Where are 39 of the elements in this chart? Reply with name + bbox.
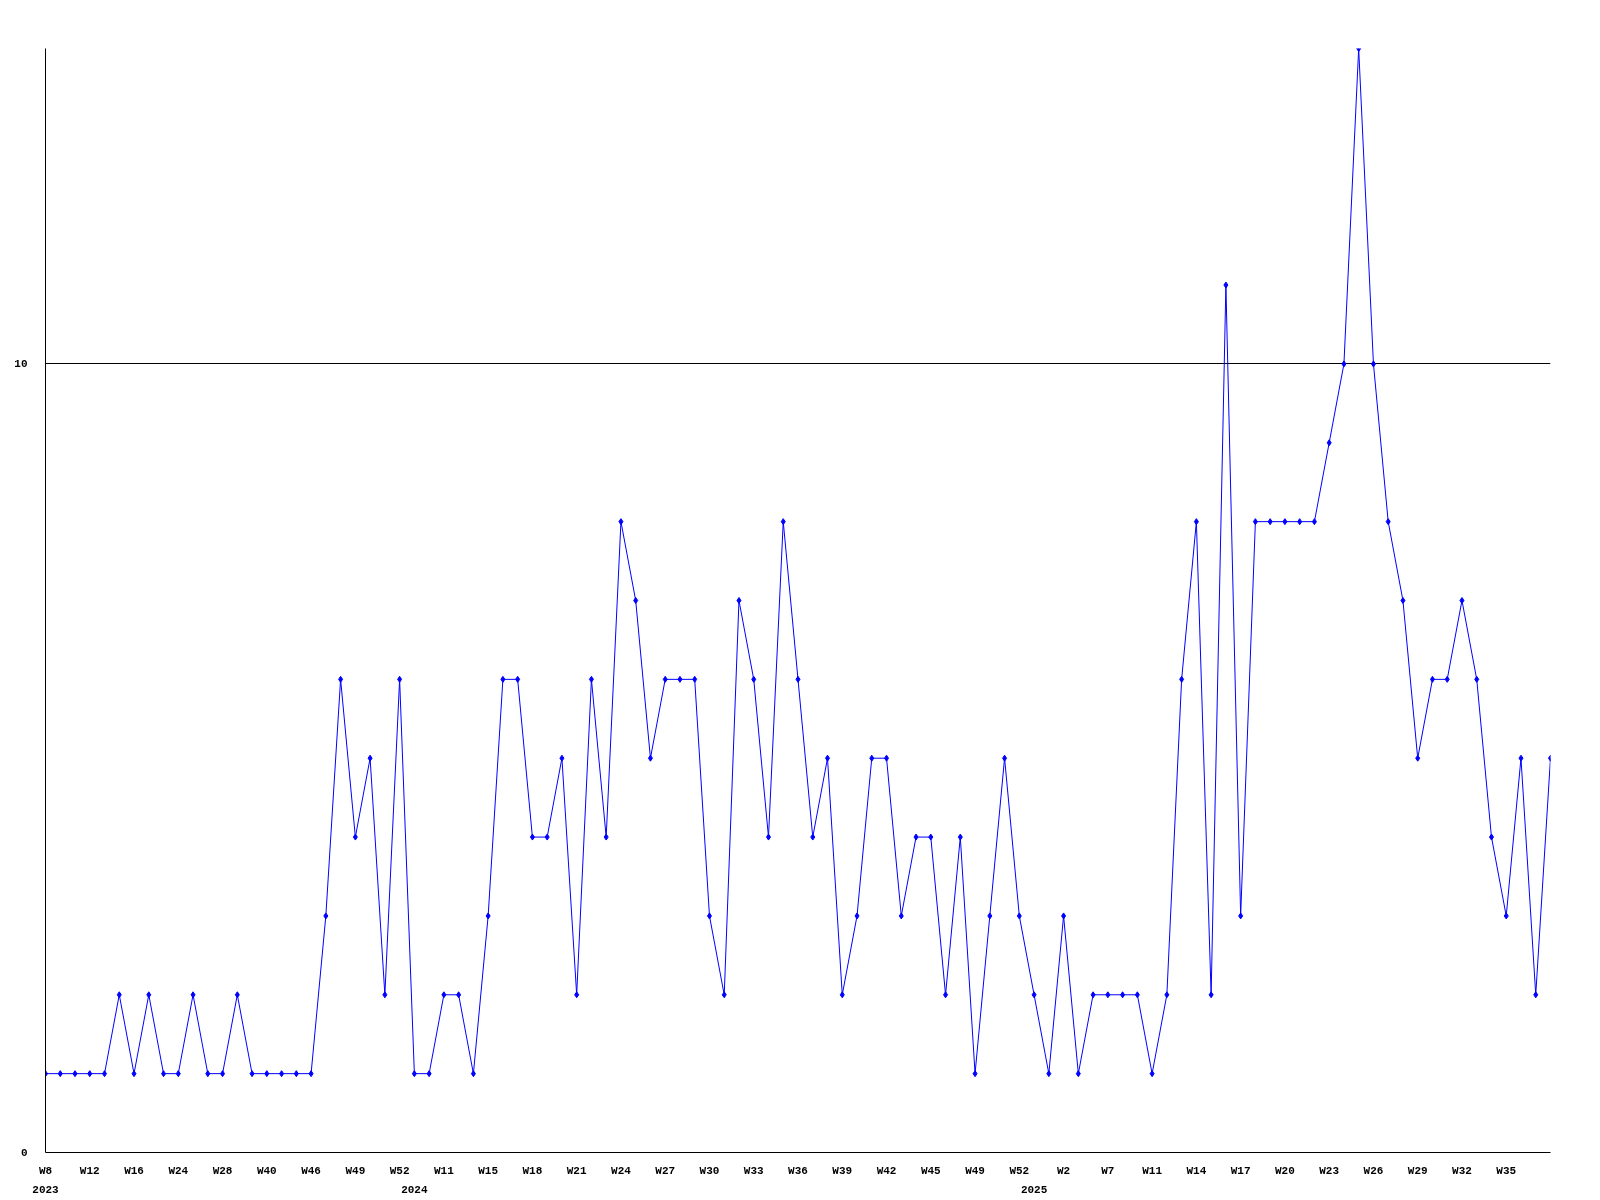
x-tick-label: W45 (920, 1164, 942, 1177)
x-tick-label: W11 (1142, 1164, 1163, 1177)
text: 2024 (401, 1183, 428, 1196)
x-tick-label: W27 (655, 1164, 676, 1177)
x-tick-label: W17 (1230, 1164, 1251, 1177)
x-tick-label: W21 (566, 1164, 587, 1177)
x-tick-label: W36 (788, 1164, 808, 1177)
x-tick-label: W15 (478, 1164, 499, 1177)
x-tick-label: W49 (345, 1164, 366, 1177)
text: 2023 (32, 1183, 60, 1196)
x-tick-label: W24 (611, 1164, 632, 1177)
x-tick-label: W16 (124, 1164, 144, 1177)
x-tick-label: W26 (1363, 1164, 1384, 1177)
x-tick-label: W49 (965, 1164, 985, 1177)
x-tick-label: W23 (1319, 1164, 1340, 1177)
x-tick-label: W11 (433, 1164, 455, 1177)
x-tick-label: W52 (1009, 1164, 1030, 1177)
x-tick-label: W33 (743, 1164, 765, 1177)
x-tick-label: W46 (301, 1164, 321, 1177)
x-tick-label: W24 (168, 1164, 189, 1177)
x-tick-label: W52 (389, 1164, 410, 1177)
x-tick-label: W20 (1275, 1164, 1295, 1177)
x-tick-label: W18 (522, 1164, 543, 1177)
y-tick-label: 0 (20, 1147, 28, 1159)
x-tick-label: W30 (699, 1164, 720, 1177)
x-tick-label: W40 (256, 1164, 277, 1177)
x-tick-label: W42 (876, 1164, 897, 1177)
x-tick-label: W8 (38, 1164, 53, 1177)
x-tick-label: W32 (1452, 1164, 1472, 1177)
x-tick-label: W28 (212, 1164, 233, 1177)
text: 2025 (1020, 1183, 1048, 1196)
x-tick-label: W14 (1186, 1164, 1207, 1177)
x-tick-label: W29 (1407, 1164, 1428, 1177)
x-tick-label: W12 (79, 1164, 100, 1177)
x-tick-label: W2 (1056, 1164, 1071, 1177)
y-tick-label: 10 (14, 358, 28, 371)
x-tick-label: W35 (1496, 1164, 1517, 1177)
x-tick-label: W39 (832, 1164, 853, 1177)
x-tick-label: W7 (1101, 1164, 1115, 1177)
